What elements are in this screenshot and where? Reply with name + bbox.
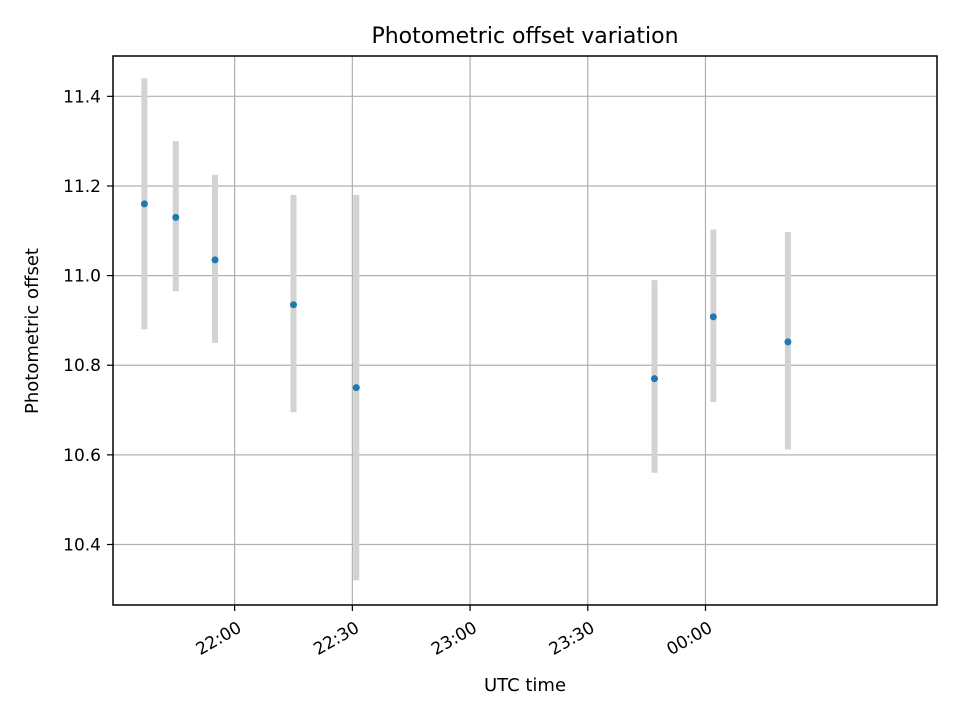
data-point	[140, 200, 148, 208]
y-tick-label: 10.8	[63, 356, 101, 376]
y-tick-label: 11.2	[63, 177, 101, 197]
x-axis-label: UTC time	[484, 675, 566, 696]
y-axis-label: Photometric offset	[22, 248, 43, 414]
data-point	[709, 313, 717, 321]
grid	[113, 56, 937, 605]
data-point	[352, 384, 360, 392]
y-tick-label: 11.4	[63, 87, 101, 107]
data-points	[140, 200, 792, 392]
data-point	[211, 256, 219, 264]
y-tick-label: 11.0	[63, 267, 101, 287]
data-point	[650, 375, 658, 383]
plot-frame	[112, 55, 938, 606]
data-point	[289, 301, 297, 309]
data-point	[172, 213, 180, 221]
data-point	[784, 338, 792, 346]
y-tick-label: 10.4	[63, 535, 101, 555]
y-tick-label: 10.6	[63, 446, 101, 466]
chart-title: Photometric offset variation	[371, 24, 678, 49]
